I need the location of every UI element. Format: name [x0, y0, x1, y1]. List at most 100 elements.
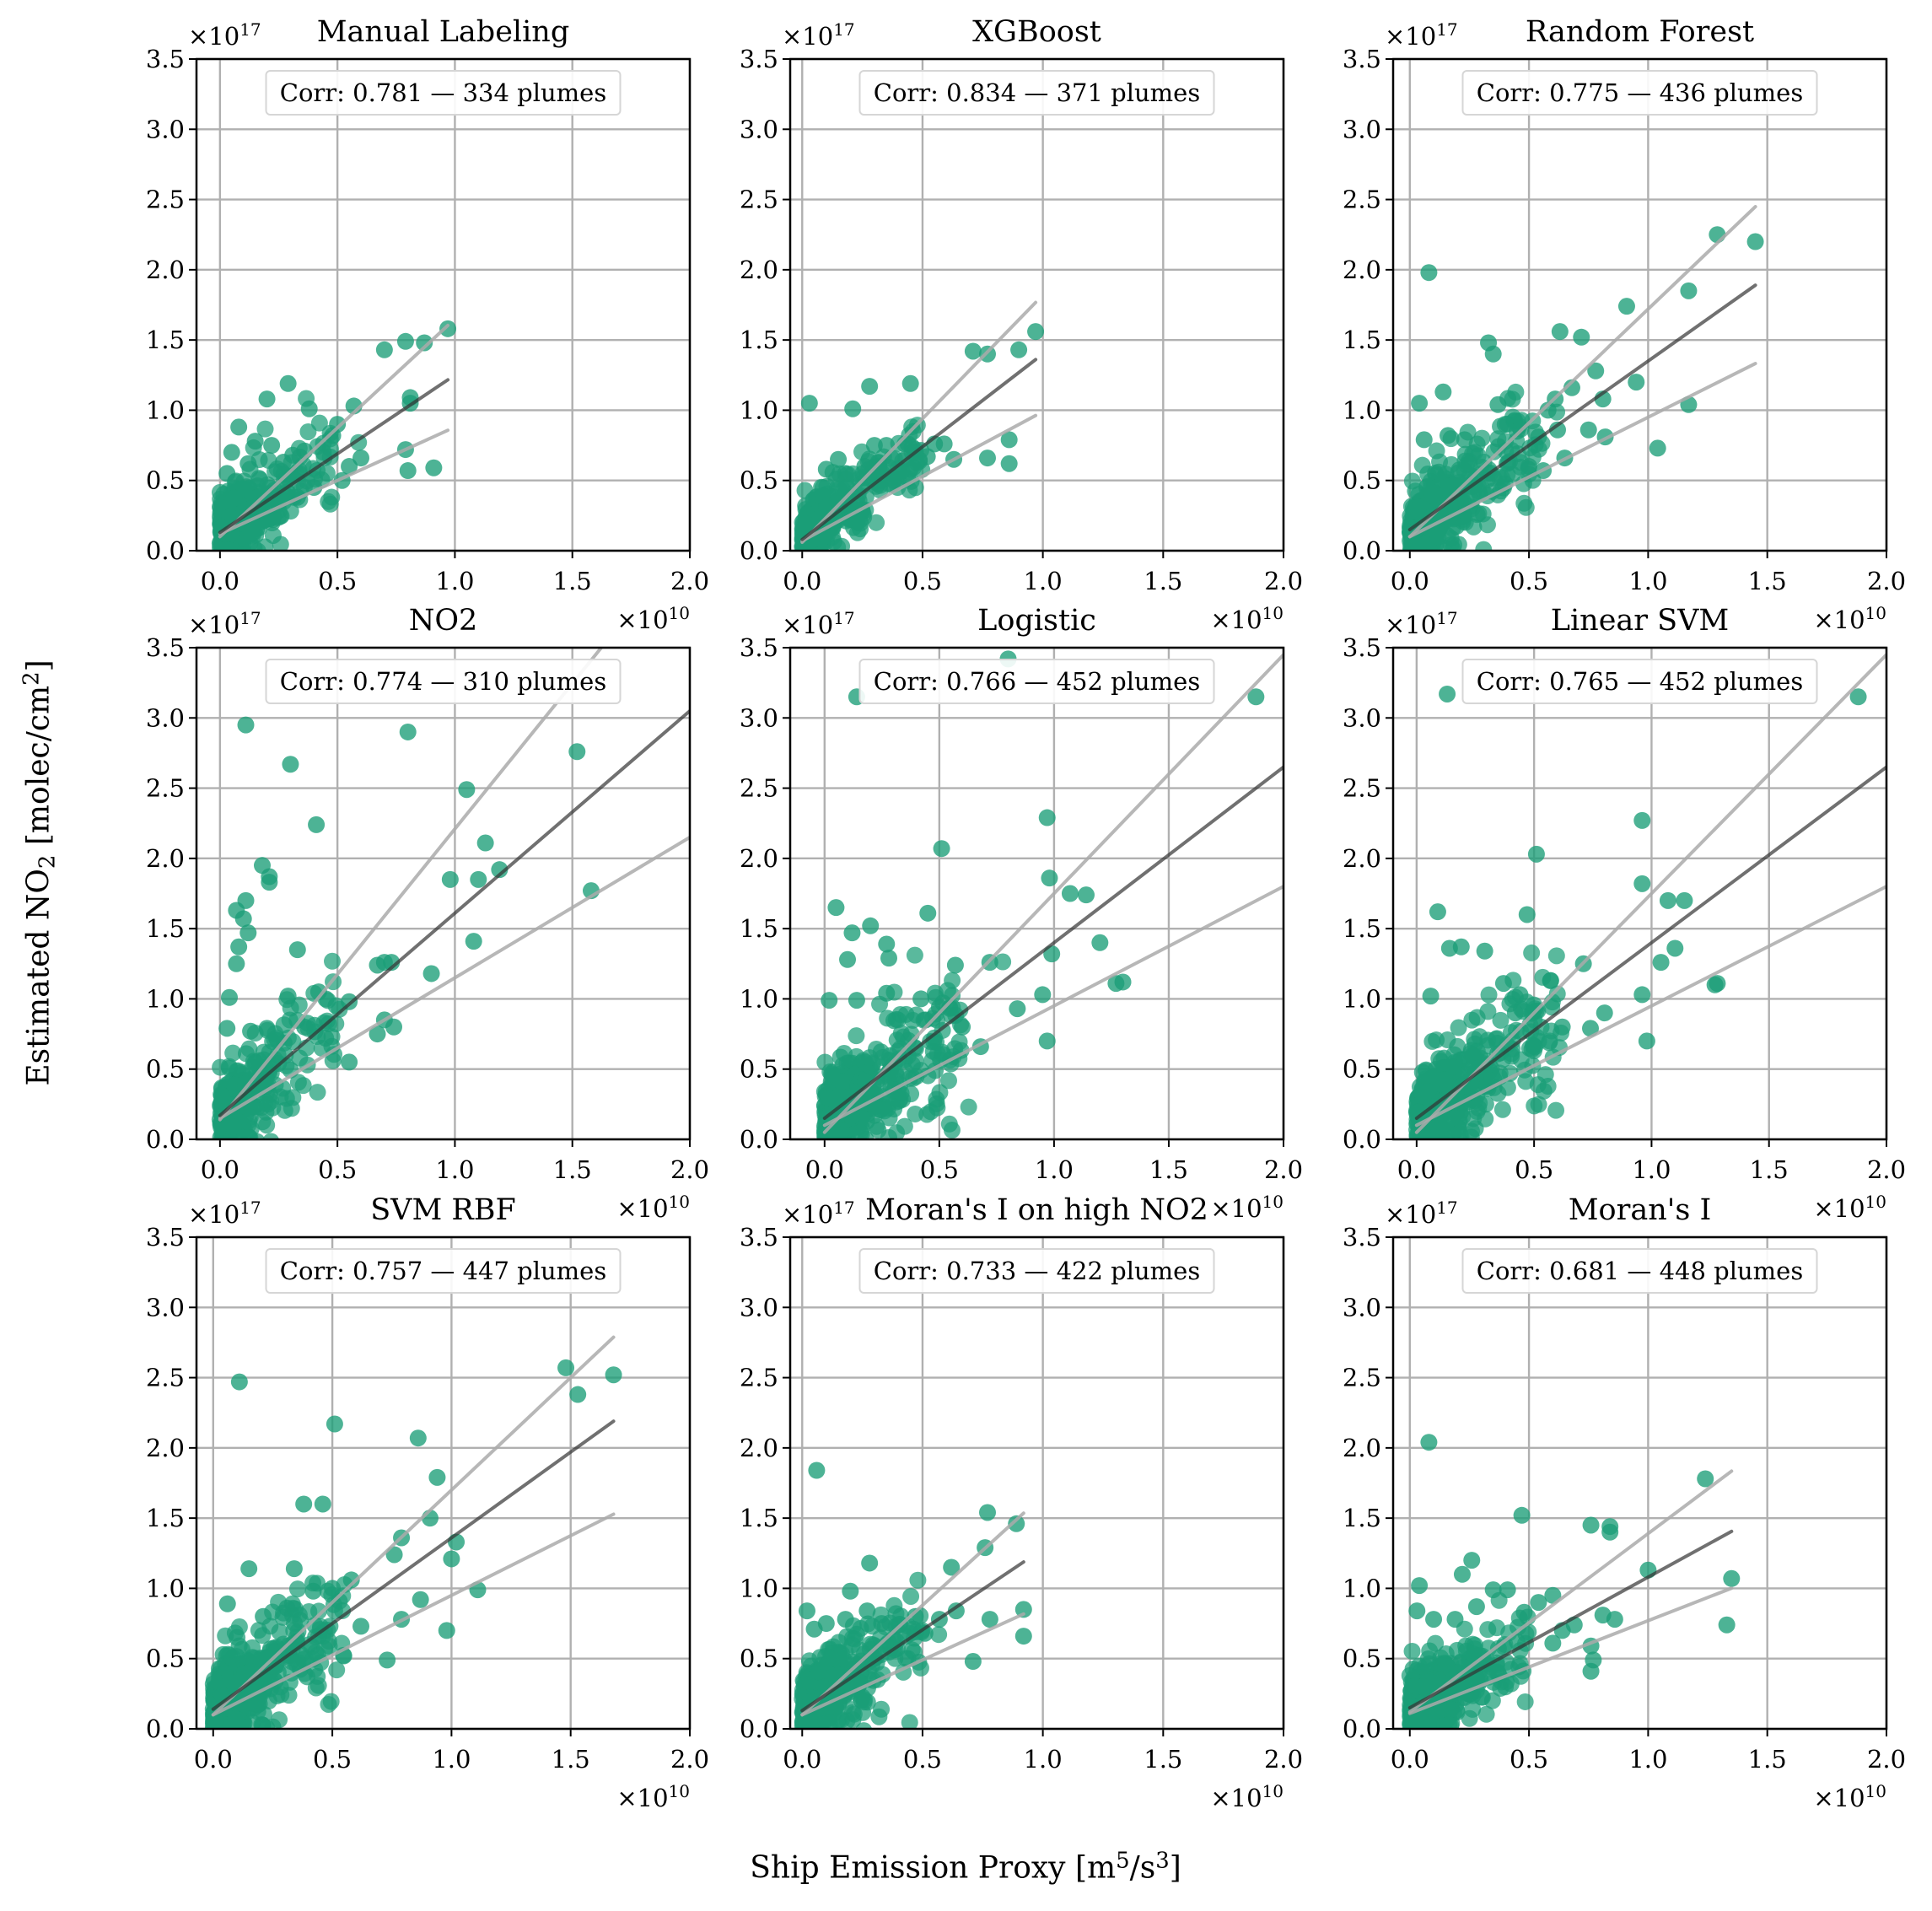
x-tick-label: 1.5 — [1144, 1745, 1182, 1774]
scatter-point — [218, 1020, 236, 1037]
scatter-point — [1666, 939, 1684, 957]
y-scale-label: ×1017 — [1385, 1198, 1458, 1229]
scatter-point — [396, 332, 414, 350]
scatter-point — [443, 1550, 460, 1568]
scatter-point — [1410, 537, 1428, 551]
scatter-point — [255, 1607, 272, 1625]
y-tick-label: 2.5 — [146, 1364, 185, 1392]
band-lower-line — [822, 885, 1284, 1128]
y-tick-label: 2.0 — [1343, 1434, 1381, 1462]
scatter-point — [239, 455, 257, 472]
scatter-point — [224, 1118, 242, 1136]
scatter-point — [901, 374, 919, 392]
legend-text: Corr: 0.757 — 447 plumes — [280, 1257, 606, 1285]
axes-frame — [195, 1235, 692, 1731]
scatter-point — [465, 933, 482, 950]
scatter-point — [315, 444, 332, 461]
scatter-point — [797, 514, 815, 532]
scatter-point — [1553, 1018, 1571, 1036]
scatter-point — [243, 525, 261, 542]
legend-text: Corr: 0.765 — 452 plumes — [1477, 667, 1803, 696]
regression-line — [211, 1419, 616, 1711]
scatter-point — [1582, 1662, 1600, 1680]
scatter-point — [843, 924, 861, 942]
band-lower-line — [218, 835, 690, 1121]
scatter-point — [831, 1711, 848, 1729]
axes-frame — [195, 646, 692, 1141]
scatter-point — [928, 1095, 945, 1112]
scatter-point — [1676, 891, 1693, 909]
scatter-point — [568, 743, 586, 761]
scatter-point — [933, 840, 950, 858]
scatter-point — [842, 1582, 859, 1600]
scatter-point — [870, 458, 888, 476]
scatter-point — [868, 514, 885, 531]
subplot-title: Moran's I — [1569, 1193, 1712, 1227]
band-upper-line — [211, 1335, 616, 1717]
y-tick-label: 1.0 — [1343, 396, 1381, 424]
y-tick-label: 1.5 — [146, 326, 185, 354]
scatter-point — [369, 956, 386, 974]
scatter-point — [1539, 1078, 1557, 1095]
scatter-point — [1440, 1715, 1458, 1729]
x-scale-label: ×1010 — [616, 603, 690, 634]
scatter-point — [1479, 1621, 1497, 1639]
scatter-point — [1638, 1032, 1655, 1050]
y-tick-label: 0.0 — [1343, 1715, 1381, 1743]
x-tick-label: 1.0 — [1035, 1155, 1074, 1184]
scatter-point — [326, 1415, 343, 1433]
y-tick-label: 0.0 — [146, 1715, 185, 1743]
scatter-point — [1418, 1082, 1436, 1100]
scatter-point — [979, 1504, 996, 1521]
scatter-point — [228, 902, 245, 919]
scatter-point — [1445, 1109, 1462, 1127]
y-tick-label: 3.5 — [740, 633, 778, 662]
scatter-point — [926, 984, 944, 1002]
x-scale-label: ×1010 — [616, 1781, 690, 1812]
scatter-point — [855, 1691, 873, 1709]
scatter-point — [1429, 528, 1447, 546]
y-tick-label: 2.0 — [740, 844, 778, 873]
x-scale-label: ×1010 — [1210, 1192, 1284, 1223]
scatter-point — [438, 1622, 455, 1639]
scatter-point — [605, 1366, 622, 1384]
band-lower-line — [800, 413, 1038, 543]
y-tick-label: 3.0 — [146, 115, 185, 143]
x-tick-label: 0.5 — [318, 1155, 357, 1184]
legend-text: Corr: 0.775 — 436 plumes — [1477, 78, 1803, 107]
y-tick-label: 1.0 — [1343, 984, 1381, 1013]
y-tick-label: 3.5 — [740, 1223, 778, 1252]
regression-line — [800, 1560, 1025, 1713]
scatter-point — [256, 420, 274, 438]
scatter-point — [223, 444, 240, 461]
scatter-point — [1477, 1110, 1494, 1128]
scatter-point — [320, 1695, 337, 1713]
scatter-point — [1504, 390, 1521, 408]
scatter-point — [1445, 1058, 1462, 1076]
y-tick-label: 0.5 — [1343, 1645, 1381, 1673]
scatter-point — [1014, 1628, 1032, 1645]
scatter-point — [1515, 1603, 1533, 1621]
x-tick-label: 1.0 — [435, 567, 474, 595]
x-tick-label: 2.0 — [1867, 567, 1906, 595]
scatter-point — [885, 449, 903, 467]
scatter-point — [852, 514, 869, 532]
scatter-point — [228, 955, 245, 972]
scatter-point — [569, 1386, 587, 1403]
scatter-point — [324, 1580, 342, 1597]
scatter-point — [299, 423, 317, 440]
scatter-point — [1516, 1693, 1534, 1710]
x-tick-label: 2.0 — [1867, 1155, 1906, 1184]
scatter-point — [304, 1582, 322, 1600]
scatter-point — [1718, 1616, 1736, 1634]
scatter-point — [324, 952, 342, 970]
scatter-point — [261, 874, 278, 891]
scatter-point — [1429, 903, 1446, 921]
x-scale-label: ×1010 — [1813, 603, 1886, 634]
scatter-point — [954, 1018, 971, 1036]
scatter-point — [1411, 1577, 1429, 1595]
scatter-point — [858, 1602, 876, 1620]
scatter-point — [1487, 1031, 1504, 1048]
band-upper-line — [800, 300, 1038, 545]
